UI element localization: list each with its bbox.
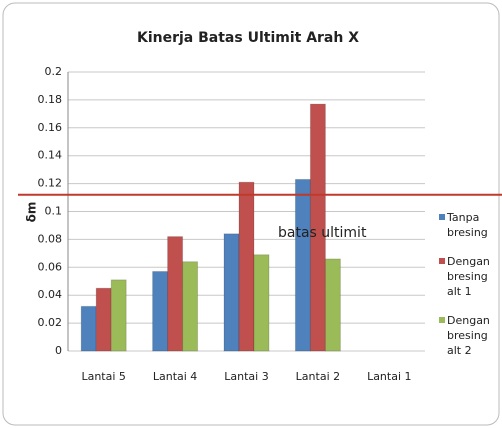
bar: [167, 236, 184, 352]
y-tick-label: 0.12: [38, 177, 63, 190]
bar: [253, 254, 270, 352]
bar: [110, 279, 127, 352]
y-tick-label: 0.2: [45, 65, 63, 78]
legend-label: Tanpa bresing: [447, 211, 488, 239]
legend-swatch: [439, 317, 445, 323]
legend-item: Dengan bresing alt 1: [439, 254, 501, 299]
y-tick-label: 0.14: [38, 149, 63, 162]
x-tick-label: Lantai 4: [153, 370, 197, 383]
y-axis-label: δm: [25, 202, 39, 223]
bar: [238, 181, 255, 352]
y-tick-label: 0.06: [38, 260, 63, 273]
y-tick-label: 0: [55, 344, 62, 357]
y-tick-label: 0.16: [38, 121, 63, 134]
bar: [223, 233, 240, 352]
legend-item: Tanpa bresing: [439, 210, 501, 240]
x-tick-label: Lantai 2: [296, 370, 340, 383]
y-tick-label: 0.1: [45, 205, 63, 218]
legend-swatch: [439, 258, 445, 264]
y-tick-label: 0.04: [38, 288, 63, 301]
y-tick-label: 0.08: [38, 232, 63, 245]
legend-label: Dengan bresing alt 1: [447, 255, 490, 298]
bar: [182, 261, 199, 352]
chart-title: Kinerja Batas Ultimit Arah X: [137, 30, 359, 46]
x-tick-label: Lantai 3: [224, 370, 268, 383]
y-tick-label: 0.18: [38, 93, 63, 106]
legend-item: Dengan bresing alt 2: [439, 313, 501, 358]
legend-swatch: [439, 214, 445, 220]
bar: [294, 178, 311, 352]
y-tick-label: 0.02: [38, 316, 63, 329]
x-tick-label: Lantai 5: [81, 370, 125, 383]
bar: [152, 270, 169, 352]
x-tick-label: Lantai 1: [367, 370, 411, 383]
bar: [324, 258, 341, 352]
bar: [309, 103, 326, 352]
legend-label: Dengan bresing alt 2: [447, 314, 490, 357]
legend: Tanpa bresing Dengan bresing alt 1 Dengan …: [439, 210, 501, 372]
bar: [95, 287, 112, 352]
bar: [80, 305, 97, 352]
reference-line-label: batas ultimit: [278, 225, 367, 241]
